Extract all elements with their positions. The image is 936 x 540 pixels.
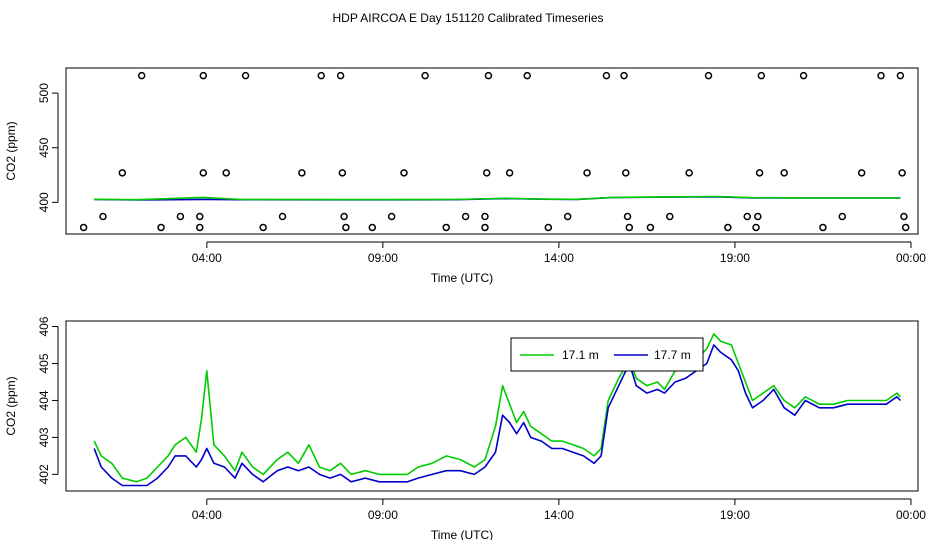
panel1-x-tick-label: 04:00 [192,251,222,265]
panel1-y-axis-label: CO2 (ppm) [4,121,18,180]
panel1-point [622,169,630,177]
panel1-point [724,223,732,232]
panel1-point [625,223,634,232]
panel1-point [157,223,165,232]
panel1-point [199,169,208,177]
panel1-point [222,169,230,177]
panel1-point [137,71,146,80]
panel1-point [623,212,632,221]
panel1-point [857,169,866,177]
panel1-point [118,169,127,177]
panel1-point [819,223,827,232]
panel1-point [757,71,766,80]
legend: 17.1 m 17.7 m [510,337,704,372]
panel1-x-tick-label: 09:00 [368,251,398,265]
panel1-point [685,169,693,177]
panel1-point [278,212,287,221]
panel2-plot-frame [65,320,919,492]
panel1-y-tick-label: 500 [37,83,51,103]
panel1-point [317,71,325,80]
panel1-point [505,169,514,177]
panel1-x-tick-label: 00:00 [896,251,926,265]
panel1-point [481,223,489,232]
panel1-point [241,71,250,80]
panel1-point [176,212,185,221]
panel2-y-axis-label: CO2 (ppm) [4,376,18,435]
panel2-x-tick-label: 09:00 [368,508,398,522]
panel1-point [387,212,396,221]
panel1-point [754,212,762,221]
panel1-y-tick-label: 450 [37,137,51,157]
panel1-point [646,223,655,232]
panel-top-scatter: 04:00 09:00 14:00 19:00 00:00 400 450 500 Time (… [4,67,926,285]
panel1-y-tick-label: 400 [37,192,51,212]
panel1-point [666,212,674,221]
panel1-point [743,212,751,221]
panel1-point [442,223,450,232]
panel2-x-tick-label: 04:00 [192,508,222,522]
panel1-point [298,169,306,177]
panel1-point [544,223,553,232]
panel1-point [563,212,572,221]
panel1-point [799,71,808,80]
panel1-point [620,71,628,80]
panel1-point [898,169,906,177]
panel1-series-line-2 [94,195,901,201]
panel1-x-tick-label: 19:00 [720,251,750,265]
panel1-point [199,71,208,80]
panel1-point [79,223,88,232]
panel1-point [259,223,267,232]
panel2-y-tick-label: 403 [37,427,51,447]
panel1-point [900,212,908,221]
figure-title: HDP AIRCOA E Day 151120 Calibrated Times… [332,11,603,25]
panel1-point [901,223,910,232]
panel2-y-tick-label: 404 [37,390,51,410]
panel2-y-tick-label: 402 [37,464,51,484]
panel1-point [752,223,760,232]
panel1-x-axis-label: Time (UTC) [431,271,493,285]
legend-entry-1: 17.1 m [562,348,599,362]
panel2-x-tick-label: 00:00 [896,508,926,522]
panel1-point [400,169,408,177]
panel1-point [196,212,204,221]
panel1-point [755,169,764,177]
panel1-point [704,71,713,80]
panel1-plot-frame [65,67,919,235]
panel1-point [523,71,531,80]
panel1-point [368,223,377,232]
panel1-point [421,71,429,80]
panel1-point [484,71,493,80]
panel1-point [838,212,847,221]
panel1-point [340,212,348,221]
panel2-series-line-1 [93,333,901,483]
legend-entry-2: 17.7 m [654,348,691,362]
panel1-point [336,71,345,80]
panel1-point [583,169,591,177]
panel-bottom-line: 04:00 09:00 14:00 19:00 00:00 402 403 404 405 406… [4,316,926,540]
panel1-point [196,223,204,232]
panel1-point [877,71,885,80]
panel2-x-tick-label: 14:00 [544,508,574,522]
panel1-x-tick-label: 14:00 [544,251,574,265]
panel1-point [99,212,107,221]
panel1-point [338,169,347,177]
panel1-point [342,223,350,232]
panel2-x-axis-label: Time (UTC) [431,528,493,540]
panel2-y-tick-label: 405 [37,353,51,373]
panel1-point [896,71,905,80]
panel1-point [481,212,489,221]
panel1-point [482,169,491,177]
panel1-point [461,212,470,221]
panel1-point [780,169,788,177]
panel2-y-tick-label: 406 [37,316,51,336]
panel2-x-tick-label: 19:00 [720,508,750,522]
panel2-series-line-2 [93,344,901,487]
panel1-point [602,71,611,80]
